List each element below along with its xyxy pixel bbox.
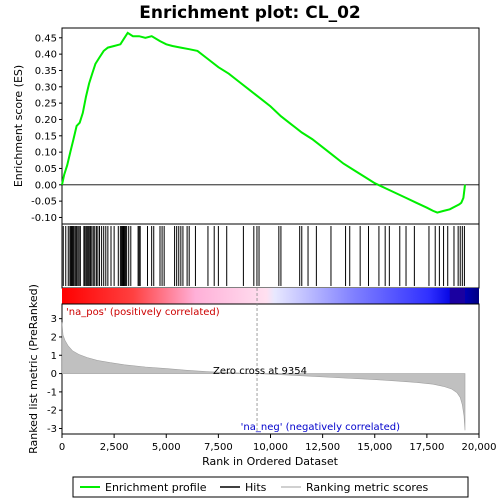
metric-y-tick-label: 3 <box>51 314 57 325</box>
x-tick-label: 5,000 <box>152 442 181 453</box>
es-y-tick-label: 0.20 <box>35 115 57 126</box>
metric-y-ticks: -3 -2 -1 0 1 2 3 <box>47 314 62 435</box>
es-y-tick-label: 0.00 <box>35 180 57 191</box>
es-panel: -0.10 -0.05 0.00 0.05 0.10 0.15 0.20 0.25 0.30 0.… <box>12 27 480 225</box>
metric-y-tick-label: -2 <box>47 406 57 417</box>
legend-label-hits: Hits <box>245 481 267 494</box>
positive-label: 'na_pos' (positively correlated) <box>66 307 220 318</box>
es-y-tick-label: 0.05 <box>35 164 57 175</box>
metric-y-tick-label: 2 <box>51 332 57 343</box>
es-y-tick-label: -0.05 <box>31 197 57 208</box>
legend-label-ranking: Ranking metric scores <box>306 481 428 494</box>
metric-y-tick-label: -3 <box>47 424 57 435</box>
es-y-ticks: -0.10 -0.05 0.00 0.05 0.10 0.15 0.20 0.25 0.30 0.… <box>31 33 62 224</box>
x-tick-label: 17,500 <box>409 442 444 453</box>
es-y-tick-label: -0.10 <box>31 213 57 224</box>
ranking-heatmap-bar <box>62 288 479 304</box>
x-tick-label: 0 <box>59 442 65 453</box>
hits-panel <box>61 223 480 289</box>
x-tick-label: 7,500 <box>204 442 233 453</box>
es-y-tick-label: 0.15 <box>35 131 57 142</box>
x-tick-label: 20,000 <box>462 442 497 453</box>
heatmap-gradient <box>62 288 479 304</box>
chart-title: Enrichment plot: CL_02 <box>139 3 360 23</box>
hit-markers <box>62 226 465 286</box>
x-tick-label: 2,500 <box>100 442 129 453</box>
heatmap-stripes <box>449 288 466 304</box>
heatmap-dark-tail <box>449 288 466 304</box>
es-y-tick-label: 0.40 <box>35 50 57 61</box>
metric-y-tick-label: 0 <box>51 369 57 380</box>
metric-y-tick-label: -1 <box>47 387 57 398</box>
enrichment-profile-line <box>61 31 466 214</box>
es-y-tick-label: 0.45 <box>35 33 57 44</box>
legend-label-enrichment: Enrichment profile <box>105 481 207 494</box>
x-tick-label: 10,000 <box>253 442 288 453</box>
es-y-tick-label: 0.35 <box>35 66 57 77</box>
es-y-tick-label: 0.25 <box>35 99 57 110</box>
legend: Enrichment profile Hits Ranking metric s… <box>72 476 469 498</box>
es-panel-frame <box>61 27 480 225</box>
es-y-tick-label: 0.10 <box>35 148 57 159</box>
negative-label: 'na_neg' (negatively correlated) <box>241 422 400 433</box>
x-axis: 0 2,500 5,000 7,500 10,000 12,500 15,000 17,500… <box>59 434 497 468</box>
x-axis-label: Rank in Ordered Dataset <box>202 455 339 468</box>
x-tick-label: 15,000 <box>357 442 392 453</box>
es-y-axis-label: Enrichment score (ES) <box>12 65 25 187</box>
legend-frame <box>72 476 469 498</box>
zero-cross-label: Zero cross at 9354 <box>213 366 307 377</box>
es-y-tick-label: 0.30 <box>35 82 57 93</box>
metric-panel: -3 -2 -1 0 1 2 3 'na_pos' (positively correlat… <box>27 284 480 454</box>
x-tick-label: 12,500 <box>305 442 340 453</box>
metric-y-axis-label: Ranked list metric (PreRanked) <box>27 284 40 454</box>
x-ticks: 0 2,500 5,000 7,500 10,000 12,500 15,000 17,500… <box>59 434 497 453</box>
metric-y-tick-label: 1 <box>51 351 57 362</box>
hits-panel-frame <box>61 223 480 289</box>
